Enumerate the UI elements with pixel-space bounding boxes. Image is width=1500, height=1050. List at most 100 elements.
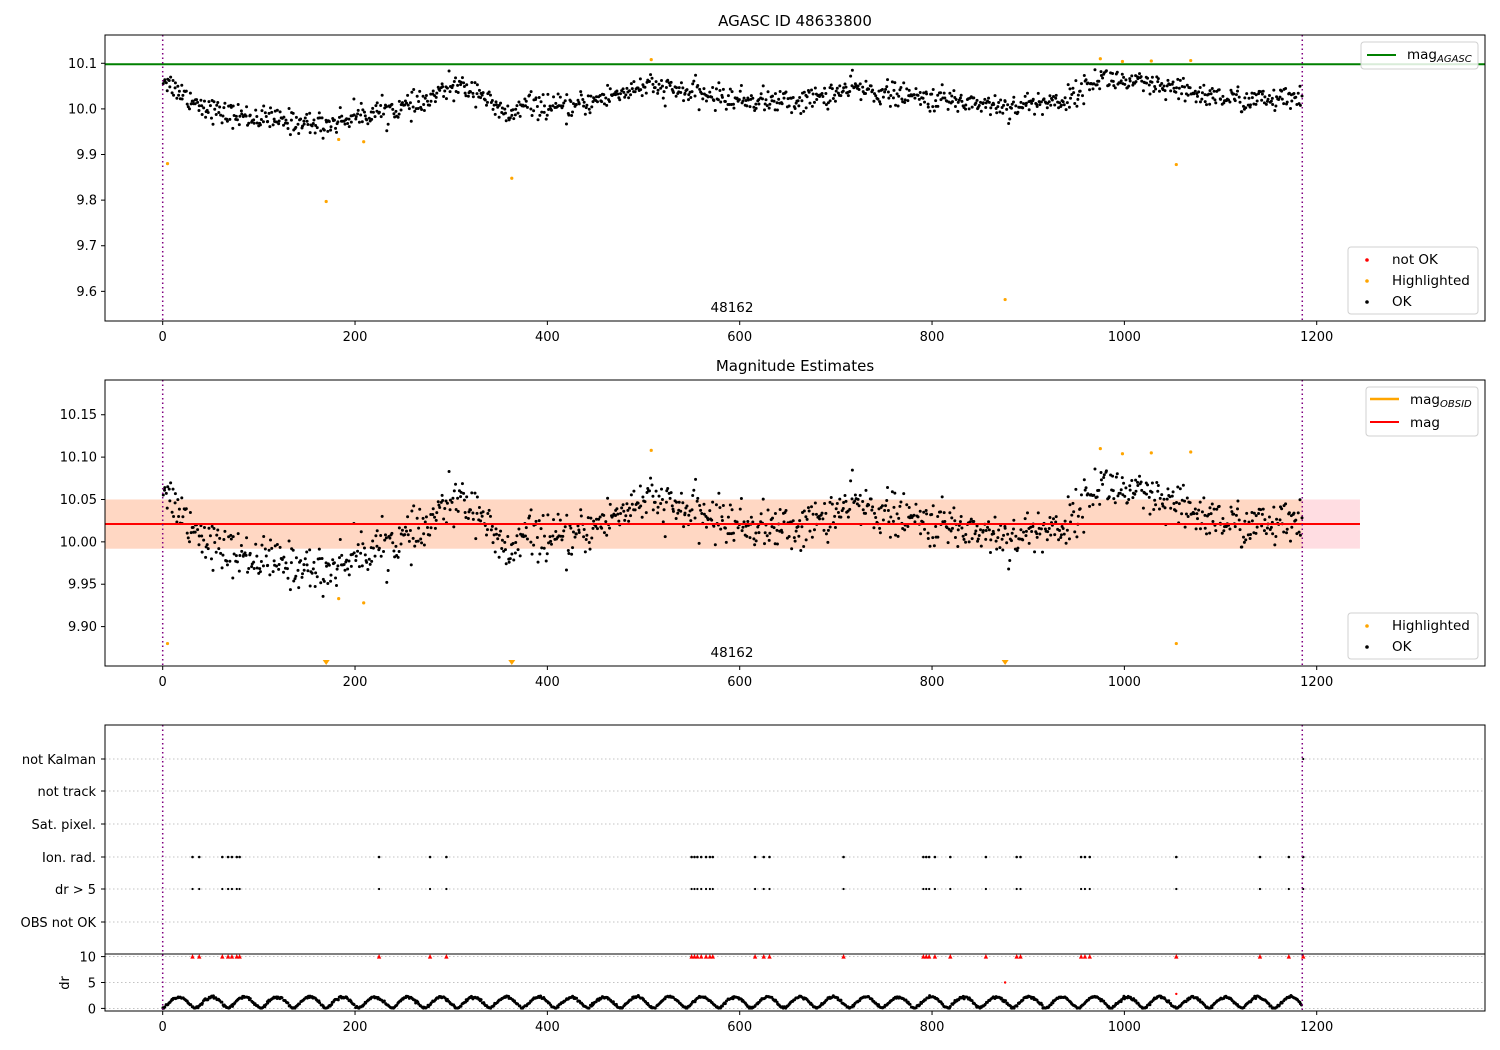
p2-ok-point [312,560,316,564]
p2-ok-point [374,534,378,538]
p2-ok-point [850,497,854,501]
p1-ok-point [813,86,817,90]
p2-ok-point [731,531,735,535]
p3-dr-point [469,994,473,998]
p2-ok-point [1040,550,1044,554]
p2-ok-point [1185,496,1189,500]
p3-dr-gt-5-point [1088,887,1091,891]
p2-ok-point [775,528,779,532]
p2-ok-point [974,529,978,533]
p1-ok-point [687,93,691,97]
p1-ok-point [589,94,593,98]
p2-ok-point [1066,495,1070,499]
p1-ok-point [754,106,758,110]
p1-ok-point [1205,103,1209,107]
p2-ok-point [168,499,172,503]
p1-ok-point [1076,93,1080,97]
p2-ok-point [1155,480,1159,484]
p1-ok-point [181,93,185,97]
p2-ok-point [189,531,193,535]
p1-ok-point [1294,95,1298,99]
p2-ok-point [626,508,630,512]
p3-dr-gt-5-point [693,887,696,891]
p1-ok-point [391,107,395,111]
p2-ok-point [671,509,675,513]
p1-ok-point [267,111,271,115]
p1-ok-point [379,115,383,119]
p1-ok-point [820,91,824,95]
p1-ok-point [643,85,647,89]
p2-ok-point [1272,505,1276,509]
p2-ok-point [1136,480,1140,484]
legend-mag-label: mag [1410,415,1440,431]
p2-ok-point [489,528,493,532]
p1-ok-point [1002,103,1006,107]
p2-ok-point [1209,512,1213,516]
p1-ok-point [1127,84,1131,88]
p3-dr-point [518,1004,522,1008]
p1-ok-point [441,85,445,89]
p2-ok-point [529,540,533,544]
p2-ok-point [1102,473,1106,477]
dr-axis-label: dr [58,976,73,990]
p1-ok-point [382,112,386,116]
p2-ok-point [175,520,179,524]
p3-dr-point [297,1002,301,1006]
p2-ok-point [1005,541,1009,545]
p2-ok-point [1099,478,1103,482]
p1-ok-point [571,110,575,114]
p2-ok-point [391,541,395,545]
p3-dr-point [723,1002,727,1006]
p1-ok-point [773,108,777,112]
p2-xtick-label: 800 [920,675,945,690]
p2-ok-point [636,501,640,505]
p2-ok-point [1062,532,1066,536]
p2-ok-point [392,549,396,553]
p1-ok-point [759,92,763,96]
p1-ok-point [885,85,889,89]
p2-ok-point [691,493,695,497]
p3-dr-point [424,1006,428,1010]
p1-ok-point [1069,96,1073,100]
p1-ok-point [405,101,409,105]
p1-ok-point [240,112,244,116]
panel-1-title: AGASC ID 48633800 [718,12,872,30]
p2-ok-point [268,573,272,577]
p2-ok-point [541,513,545,517]
p2-ok-point [1168,495,1172,499]
p1-ok-point [742,96,746,100]
p2-ok-point [263,547,267,551]
p2-ok-point [883,509,887,513]
p3-ion-rad-point [711,855,715,859]
p1-ok-point [483,98,487,102]
p1-ok-point [710,95,714,99]
p1-ok-point [1053,103,1057,107]
p1-ok-point [716,98,720,102]
p1-ok-point [897,94,901,98]
p1-ok-point [948,91,952,95]
p1-ok-point [285,121,289,125]
p1-ok-point [1168,83,1172,87]
p1-ok-point [1277,97,1281,101]
p1-ok-point [836,91,840,95]
p2-ok-point [594,517,598,521]
p2-ok-point [479,519,483,523]
p1-ok-point [1176,77,1180,81]
p2-ok-point [471,517,475,521]
p2-ok-point [1054,520,1058,524]
p1-ok-point [1180,92,1184,96]
p2-ok-point [608,502,612,506]
p3-ion-rad-point [984,855,988,859]
p2-ok-point [454,507,458,511]
p1-ok-point [278,110,282,114]
p2-ok-point [360,564,364,568]
p1-ok-point [790,111,794,115]
p1-ok-point [675,86,679,90]
p2-ok-point [540,546,544,550]
p2-ok-point [318,557,322,561]
p2-ok-point [1023,517,1027,521]
p1-ok-point [308,131,312,135]
p1-ok-point [299,117,303,121]
p2-ok-point [953,535,957,539]
p2-ok-point [1074,487,1078,491]
